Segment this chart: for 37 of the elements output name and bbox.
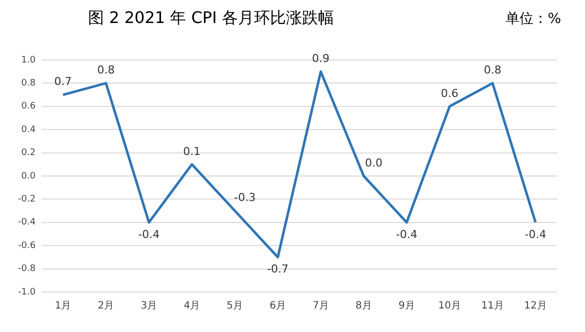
y-tick-label: 0.6	[21, 102, 36, 112]
x-tick-label: 5月	[226, 300, 244, 312]
data-label: -0.7	[267, 262, 289, 276]
data-label: 0.6	[440, 86, 458, 100]
y-tick-label: -0.6	[18, 240, 36, 251]
x-tick-label: 4月	[184, 300, 200, 312]
y-tick-label: -1.0	[18, 287, 36, 298]
data-label: -0.4	[396, 228, 418, 241]
x-tick-label: 7月	[312, 300, 329, 312]
data-label: 0.7	[54, 75, 72, 88]
x-tick-label: 11月	[481, 300, 504, 312]
data-label: -0.3	[234, 191, 256, 204]
chart-title: 图 2 2021 年 CPI 各月环比涨跌幅	[88, 8, 334, 29]
x-tick-label: 3月	[140, 300, 158, 312]
data-label: 0.8	[484, 64, 502, 77]
y-tick-label: -0.4	[18, 218, 36, 228]
text: 单位：%	[506, 10, 561, 28]
y-tick-label: 0.0	[21, 171, 36, 182]
data-label: 0.0	[364, 156, 382, 170]
y-tick-label: 0.4	[21, 124, 36, 135]
x-tick-label: 12月	[524, 300, 547, 312]
x-tick-label: 10月	[438, 300, 461, 312]
x-tick-label: 1月	[54, 300, 72, 312]
x-tick-label: 9月	[398, 300, 415, 312]
x-tick-label: 8月	[356, 300, 372, 312]
y-tick-label: 0.8	[21, 78, 36, 89]
data-label: -0.4	[138, 228, 160, 241]
y-tick-label: 0.2	[21, 148, 36, 158]
data-label: 0.8	[97, 64, 115, 77]
y-tick-label: -0.2	[18, 194, 36, 205]
x-tick-label: 6月	[270, 300, 286, 312]
x-tick-label: 2月	[98, 300, 114, 312]
data-label: -0.4	[524, 228, 546, 241]
data-label: 0.9	[312, 52, 330, 65]
data-label: 0.1	[183, 144, 201, 158]
y-tick-label: -0.8	[18, 264, 36, 274]
y-tick-label: 1.0	[21, 55, 36, 66]
